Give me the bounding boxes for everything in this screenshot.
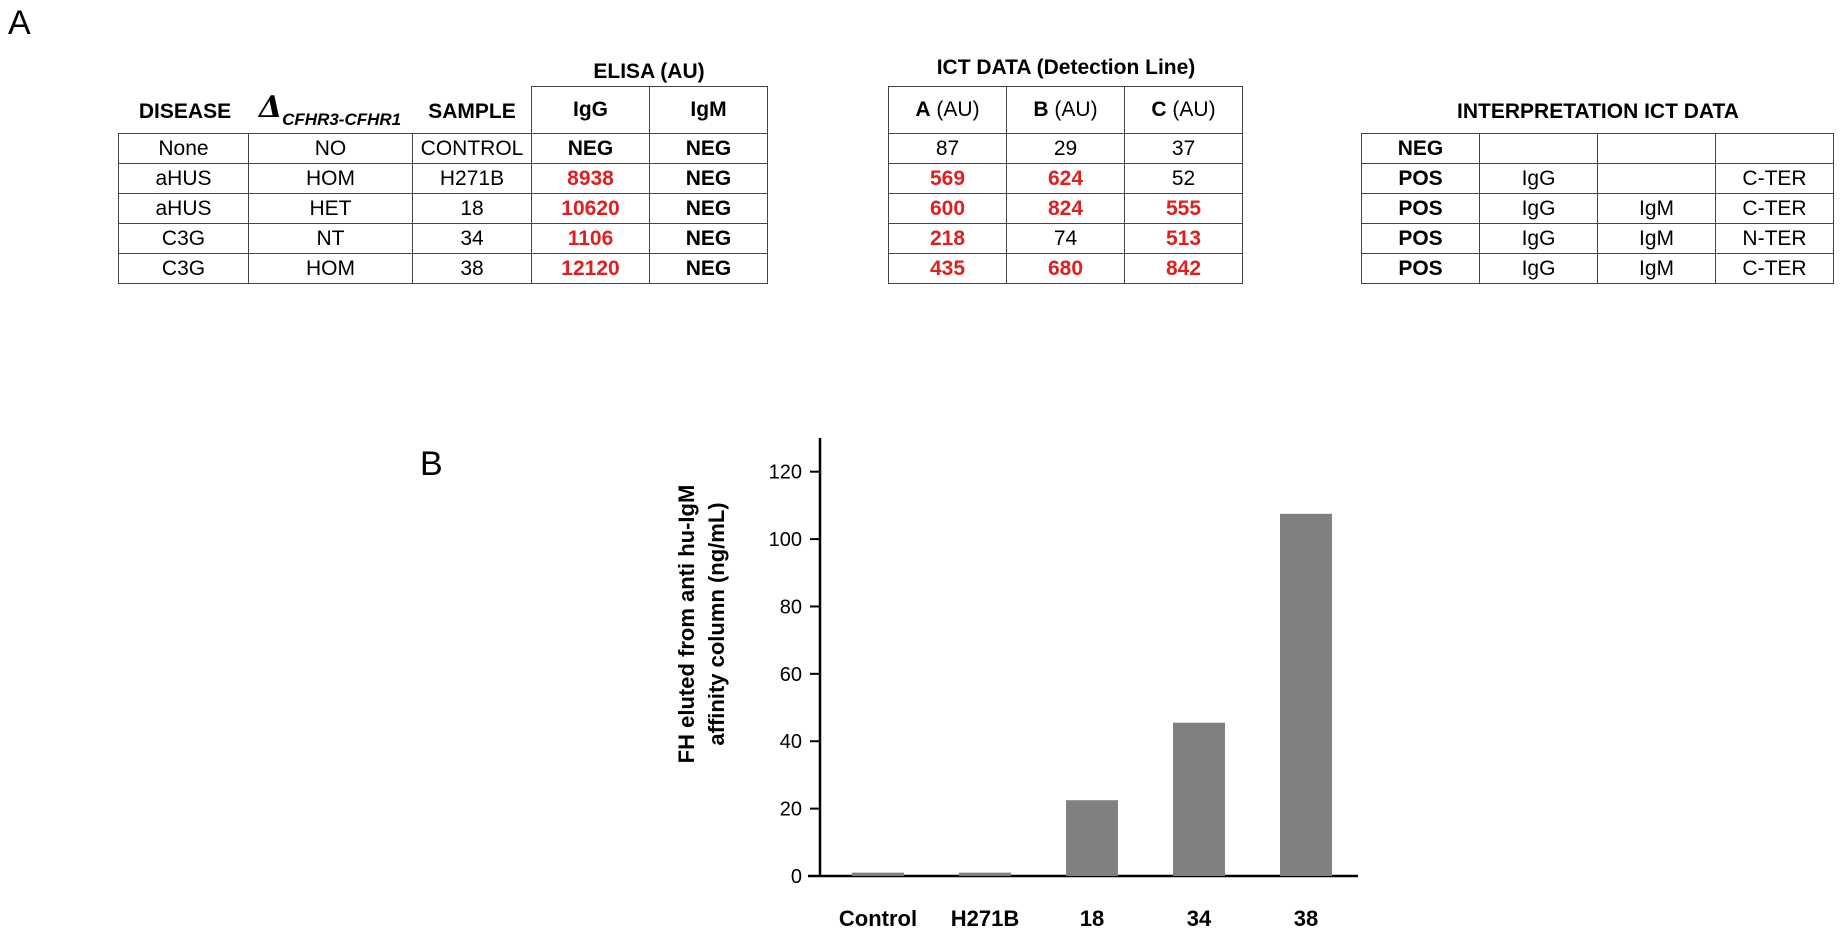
x-tick-label: Control	[839, 906, 917, 931]
ict-c-cell: 555	[1124, 193, 1243, 224]
bar	[852, 872, 904, 876]
igm-cell	[1597, 163, 1716, 194]
col-delta-header: ΔCFHR3-CFHR1	[248, 90, 412, 129]
ict-header-row: A (AU) B (AU) C (AU)	[888, 86, 1243, 134]
delta-subscript: CFHR3-CFHR1	[282, 110, 402, 129]
igg-cell: IgG	[1479, 193, 1598, 224]
ict-a-cell: 87	[888, 133, 1007, 164]
col-disease-header: DISEASE	[138, 100, 232, 123]
sample-cell: CONTROL	[412, 133, 532, 164]
igg-cell: IgG	[1479, 253, 1598, 284]
delta-cell: NT	[248, 223, 413, 254]
y-tick-label: 80	[780, 596, 802, 618]
table-row: aHUS HOM H271B 8938 NEG	[118, 163, 768, 194]
panel-b-label: B	[420, 445, 443, 483]
igg-cell: IgG	[1479, 223, 1598, 254]
y-tick-label: 60	[780, 664, 802, 686]
interpretation-table: NEG POS IgG C-TER POS IgG IgM C-TER POS …	[1361, 133, 1834, 284]
ict-c-cell: 842	[1124, 253, 1243, 284]
bar	[1173, 722, 1225, 876]
panel-a-label: A	[8, 4, 31, 42]
interpretation-title: INTERPRETATION ICT DATA	[1457, 100, 1739, 123]
sample-cell: 38	[412, 253, 532, 284]
table-row: POS IgG IgM C-TER	[1361, 193, 1834, 224]
igg-cell: 12120	[531, 253, 650, 284]
table-row: POS IgG IgM C-TER	[1361, 253, 1834, 284]
ict-b-cell: 824	[1006, 193, 1125, 224]
y-tick-label: 100	[769, 529, 802, 551]
table-row: NEG	[1361, 133, 1834, 164]
result-cell: POS	[1361, 163, 1480, 194]
ict-b-cell: 74	[1006, 223, 1125, 254]
y-tick-label: 120	[769, 462, 802, 484]
bar	[1066, 800, 1118, 876]
y-tick-label: 40	[780, 731, 802, 753]
igm-cell: NEG	[649, 253, 768, 284]
table-row: C3G HOM 38 12120 NEG	[118, 253, 768, 284]
bar	[1280, 513, 1332, 876]
col-a-header: A (AU)	[888, 86, 1007, 134]
sample-cell: H271B	[412, 163, 532, 194]
ict-c-cell: 37	[1124, 133, 1243, 164]
disease-cell: aHUS	[118, 163, 249, 194]
igm-cell: NEG	[649, 163, 768, 194]
table-row: C3G NT 34 1106 NEG	[118, 223, 768, 254]
delta-cell: HOM	[248, 253, 413, 284]
bar	[959, 872, 1011, 876]
ict-table: A (AU) B (AU) C (AU) 87 29 37 569 624 52…	[888, 86, 1243, 284]
y-tick-label: 0	[791, 866, 802, 888]
col-sample-header: SAMPLE	[428, 100, 516, 123]
y-axis-title-line1: FH eluted from anti hu-IgM	[674, 485, 699, 764]
ict-a-cell: 600	[888, 193, 1007, 224]
ict-title: ICT DATA (Detection Line)	[936, 56, 1196, 79]
table-row: POS IgG C-TER	[1361, 163, 1834, 194]
x-tick-label: 18	[1080, 906, 1104, 931]
ter-cell: C-TER	[1715, 253, 1834, 284]
y-tick-label: 20	[780, 799, 802, 821]
col-igm-header: IgM	[649, 86, 768, 134]
igm-cell: IgM	[1597, 223, 1716, 254]
igg-cell: 10620	[531, 193, 650, 224]
x-tick-label: 38	[1294, 906, 1318, 931]
igm-cell: IgM	[1597, 193, 1716, 224]
sample-cell: 18	[412, 193, 532, 224]
table-row: 600 824 555	[888, 193, 1243, 224]
y-axis-title-line2: affinity column (ng/mL)	[704, 502, 729, 745]
elisa-table: IgG IgM None NO CONTROL NEG NEG aHUS HOM…	[118, 86, 768, 284]
elisa-group-header: ELISA (AU)	[593, 60, 705, 83]
ter-cell: C-TER	[1715, 163, 1834, 194]
result-cell: POS	[1361, 253, 1480, 284]
result-cell: POS	[1361, 193, 1480, 224]
table-row: aHUS HET 18 10620 NEG	[118, 193, 768, 224]
ter-cell: N-TER	[1715, 223, 1834, 254]
ict-b-cell: 680	[1006, 253, 1125, 284]
igm-cell: NEG	[649, 133, 768, 164]
table-row: POS IgG IgM N-TER	[1361, 223, 1834, 254]
disease-cell: C3G	[118, 253, 249, 284]
x-tick-label: 34	[1187, 906, 1212, 931]
igg-cell: NEG	[531, 133, 650, 164]
col-c-header: C (AU)	[1124, 86, 1243, 134]
x-tick-label: H271B	[951, 906, 1019, 931]
ict-c-cell: 52	[1124, 163, 1243, 194]
table-row: 435 680 842	[888, 253, 1243, 284]
col-b-header: B (AU)	[1006, 86, 1125, 134]
ter-cell: C-TER	[1715, 193, 1834, 224]
disease-cell: C3G	[118, 223, 249, 254]
ict-c-cell: 513	[1124, 223, 1243, 254]
result-cell: NEG	[1361, 133, 1480, 164]
delta-symbol: Δ	[258, 90, 283, 125]
ict-a-cell: 435	[888, 253, 1007, 284]
table-row: 569 624 52	[888, 163, 1243, 194]
